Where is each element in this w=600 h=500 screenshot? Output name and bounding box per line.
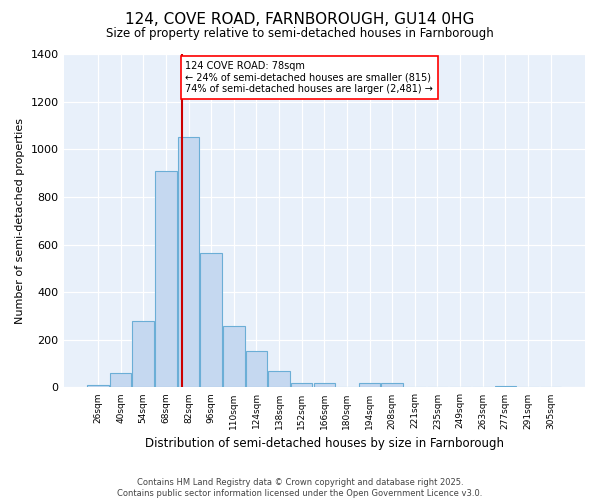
Bar [245,350,267,388]
Bar [314,382,335,388]
Text: 124, COVE ROAD, FARNBOROUGH, GU14 0HG: 124, COVE ROAD, FARNBOROUGH, GU14 0HG [125,12,475,28]
X-axis label: Distribution of semi-detached houses by size in Farnborough: Distribution of semi-detached houses by … [145,437,504,450]
Bar [87,385,109,388]
Bar [359,382,380,388]
Bar [200,253,222,388]
Text: Size of property relative to semi-detached houses in Farnborough: Size of property relative to semi-detach… [106,28,494,40]
Bar [268,371,290,388]
Y-axis label: Number of semi-detached properties: Number of semi-detached properties [15,118,25,324]
Bar [133,320,154,388]
Bar [291,382,313,388]
Bar [178,138,199,388]
Bar [223,326,245,388]
Bar [494,386,516,388]
Bar [110,373,131,388]
Bar [155,170,176,388]
Bar [382,382,403,388]
Text: 124 COVE ROAD: 78sqm
← 24% of semi-detached houses are smaller (815)
74% of semi: 124 COVE ROAD: 78sqm ← 24% of semi-detac… [185,61,433,94]
Text: Contains HM Land Registry data © Crown copyright and database right 2025.
Contai: Contains HM Land Registry data © Crown c… [118,478,482,498]
